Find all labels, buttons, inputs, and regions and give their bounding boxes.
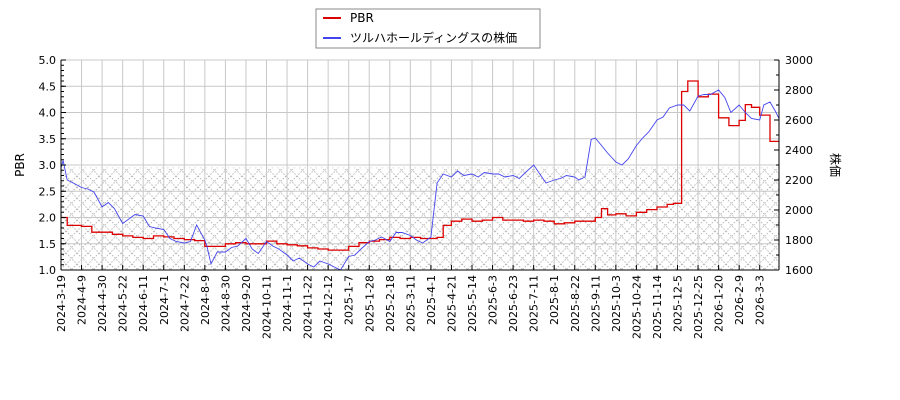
stock-price-line — [61, 89, 779, 270]
x-axis-labels: 2024-3-19 2024-4-9 2024-4-30 2024-5-22 2024-… — [55, 275, 767, 339]
x-tick-label: 2024-4-9 — [76, 275, 89, 325]
right-tick-label: 3000 — [785, 54, 813, 67]
left-tick-label: 3.5 — [39, 133, 57, 146]
x-tick-label: 2024-3-19 — [55, 275, 68, 332]
x-tick-label: 2025-9-11 — [589, 275, 602, 332]
left-tick-label: 1.0 — [39, 264, 57, 277]
x-tick-label: 2025-10-3 — [610, 275, 623, 332]
x-tick-label: 2026-3-3 — [754, 275, 767, 325]
left-tick-label: 3.0 — [39, 159, 57, 172]
right-axis-labels: 1600 1800 2000 2200 2400 2600 2800 3000 — [785, 54, 813, 277]
x-tick-label: 2024-11-1 — [281, 275, 294, 332]
x-tick-label: 2025-12-5 — [672, 275, 685, 332]
x-tick-label: 2025-8-1 — [548, 275, 561, 325]
left-tick-label: 1.5 — [39, 238, 57, 251]
left-axis-title: PBR — [13, 153, 27, 177]
x-tick-label: 2025-5-14 — [466, 275, 479, 332]
x-tick-label: 2025-8-22 — [569, 275, 582, 332]
x-tick-label: 2024-10-11 — [261, 275, 274, 339]
x-tick-label: 2024-12-12 — [322, 275, 335, 339]
x-tick-label: 2024-4-30 — [96, 275, 109, 332]
x-tick-label: 2025-4-21 — [445, 275, 458, 332]
hatched-band — [61, 167, 779, 270]
x-tick-label: 2024-11-22 — [302, 275, 315, 339]
right-tick-label: 2000 — [785, 204, 813, 217]
x-tick-label: 2025-6-23 — [507, 275, 520, 332]
right-tick-label: 1600 — [785, 264, 813, 277]
x-tick-label: 2025-11-14 — [651, 275, 664, 339]
x-tick-label: 2025-4-1 — [425, 275, 438, 325]
x-tick-label: 2025-3-11 — [404, 275, 417, 332]
right-tick-label: 2400 — [785, 144, 813, 157]
x-tick-label: 2024-5-22 — [117, 275, 130, 332]
x-tick-label: 2026-2-9 — [733, 275, 746, 325]
x-tick-label: 2025-7-11 — [528, 275, 541, 332]
right-tick-label: 1800 — [785, 234, 813, 247]
left-tick-label: 2.5 — [39, 185, 57, 198]
x-tick-label: 2025-2-18 — [384, 275, 397, 332]
x-tick-label: 2024-6-11 — [137, 275, 150, 332]
x-tick-label: 2024-8-30 — [219, 275, 232, 332]
x-tick-label: 2024-8-9 — [199, 275, 212, 325]
right-tick-label: 2800 — [785, 84, 813, 97]
legend-pbr-label: PBR — [350, 11, 374, 25]
x-tick-label: 2024-7-1 — [158, 275, 171, 325]
left-tick-label: 2.0 — [39, 212, 57, 225]
x-tick-label: 2025-10-24 — [630, 275, 643, 339]
axis-ticks — [60, 59, 779, 271]
left-tick-label: 4.5 — [39, 80, 57, 93]
legend-stock-label: ツルハホールディングスの株価 — [350, 30, 517, 45]
left-axis-labels: 1.0 1.5 2.0 2.5 3.0 3.5 4.0 4.5 5.0 — [39, 54, 57, 277]
x-tick-label: 2025-1-7 — [343, 275, 356, 325]
x-tick-label: 2025-6-3 — [487, 275, 500, 325]
right-tick-label: 2200 — [785, 174, 813, 187]
x-tick-label: 2025-12-25 — [692, 275, 705, 339]
left-tick-label: 4.0 — [39, 107, 57, 120]
legend: PBR ツルハホールディングスの株価 — [315, 8, 541, 49]
right-tick-label: 2600 — [785, 114, 813, 127]
x-tick-label: 2025-1-28 — [363, 275, 376, 332]
pbr-line — [61, 80, 779, 251]
x-tick-label: 2026-1-20 — [713, 275, 726, 332]
left-tick-label: 5.0 — [39, 54, 57, 67]
x-tick-label: 2024-7-22 — [178, 275, 191, 332]
right-axis-title: 株価 — [828, 153, 843, 177]
x-tick-label: 2024-9-20 — [240, 275, 253, 332]
